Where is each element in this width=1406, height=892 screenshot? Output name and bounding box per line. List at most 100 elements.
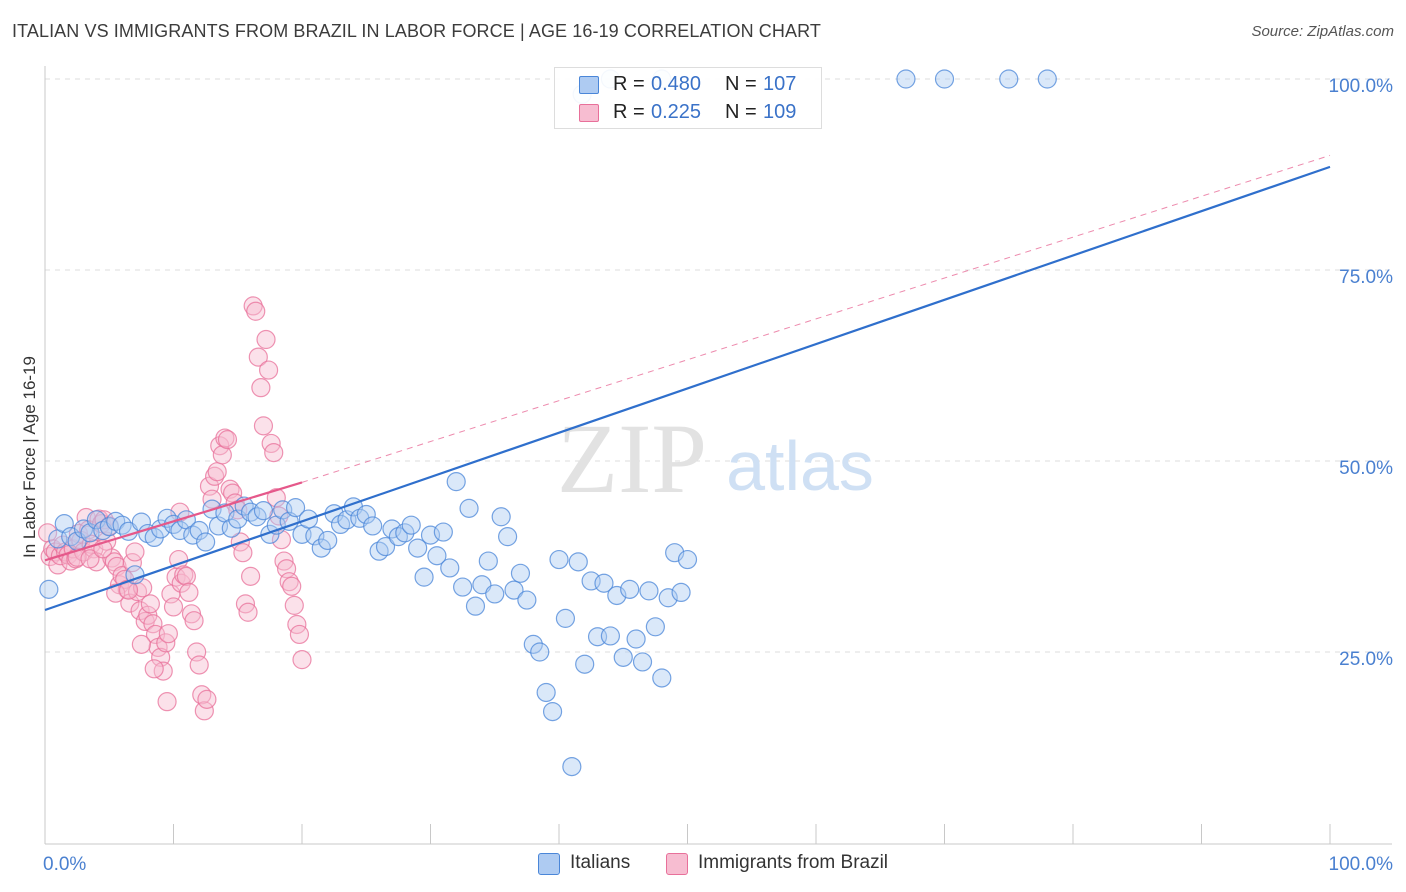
point-italians bbox=[562, 756, 582, 777]
point-italians bbox=[485, 584, 505, 604]
point-brazil bbox=[194, 701, 214, 721]
y-tick-label: 50.0% bbox=[1339, 458, 1393, 479]
point-italians bbox=[491, 507, 511, 527]
x-tick-label: 100.0% bbox=[1329, 854, 1394, 875]
y-tick-label: 100.0% bbox=[1329, 76, 1394, 97]
point-italians bbox=[536, 682, 556, 703]
point-brazil bbox=[233, 543, 253, 563]
point-italians bbox=[934, 69, 955, 89]
point-italians bbox=[652, 668, 672, 688]
point-italians bbox=[196, 532, 216, 552]
point-brazil bbox=[176, 566, 196, 586]
x-tick-label: 0.0% bbox=[43, 854, 86, 875]
point-italians bbox=[189, 520, 209, 541]
point-italians bbox=[510, 563, 531, 583]
watermark: ZIP atlas bbox=[557, 403, 874, 514]
point-brazil bbox=[131, 634, 151, 654]
series-brazil-points bbox=[37, 296, 312, 721]
legend-item-brazil[interactable]: Immigrants from Brazil bbox=[666, 852, 926, 878]
legend-swatch-italians bbox=[579, 76, 599, 94]
point-brazil bbox=[266, 488, 286, 508]
point-italians bbox=[433, 522, 453, 542]
point-italians bbox=[658, 588, 678, 608]
point-italians bbox=[401, 515, 421, 535]
point-italians bbox=[395, 523, 415, 543]
point-italians bbox=[39, 579, 59, 599]
point-italians bbox=[408, 538, 428, 558]
point-brazil bbox=[163, 597, 184, 617]
point-brazil bbox=[169, 549, 189, 570]
point-italians bbox=[549, 549, 569, 570]
point-italians bbox=[626, 629, 646, 649]
correlation-legend: R = 0.480 N = 107 R = 0.225 N = 109 bbox=[554, 67, 822, 129]
legend-n-value: 109 bbox=[763, 101, 797, 123]
point-italians bbox=[568, 552, 588, 572]
point-italians bbox=[356, 504, 376, 525]
point-italians bbox=[613, 647, 633, 667]
point-italians bbox=[639, 581, 659, 601]
point-italians bbox=[453, 577, 473, 597]
point-brazil bbox=[241, 566, 261, 586]
point-brazil bbox=[184, 611, 204, 631]
point-italians bbox=[517, 590, 537, 610]
point-brazil bbox=[264, 442, 284, 463]
point-italians bbox=[382, 519, 402, 539]
point-italians bbox=[170, 520, 190, 541]
point-brazil bbox=[284, 595, 304, 615]
trend-lines bbox=[44, 154, 1331, 612]
y-tick-label: 75.0% bbox=[1339, 267, 1393, 288]
point-italians bbox=[446, 472, 466, 492]
point-italians bbox=[440, 558, 460, 578]
chart-title: ITALIAN VS IMMIGRANTS FROM BRAZIL IN LAB… bbox=[12, 21, 821, 41]
point-italians bbox=[671, 582, 691, 603]
point-italians bbox=[600, 626, 621, 646]
chart-source: Source: ZipAtlas.com bbox=[1251, 23, 1394, 40]
trend-line-brazil bbox=[44, 481, 303, 562]
point-brazil bbox=[197, 689, 217, 709]
point-brazil bbox=[282, 576, 302, 596]
legend-r-label: R = bbox=[613, 101, 645, 123]
point-brazil bbox=[212, 445, 232, 465]
point-brazil bbox=[179, 582, 199, 603]
y-axis-title: In Labor Force | Age 16-19 bbox=[20, 356, 39, 558]
point-italians bbox=[1037, 69, 1057, 89]
point-italians bbox=[311, 538, 331, 558]
point-italians bbox=[375, 536, 396, 557]
legend-row-italians: R = 0.480 N = 107 bbox=[555, 73, 821, 99]
point-italians bbox=[414, 567, 434, 587]
point-brazil bbox=[207, 462, 227, 482]
point-brazil bbox=[246, 301, 266, 321]
legend-label-italians: Italians bbox=[570, 852, 631, 873]
legend-n-value: 107 bbox=[763, 73, 797, 95]
point-italians bbox=[305, 526, 325, 546]
legend-r-value: 0.480 bbox=[651, 73, 702, 95]
point-italians bbox=[523, 634, 543, 654]
legend-r-value: 0.225 bbox=[651, 101, 702, 123]
axis-layer bbox=[44, 66, 1392, 845]
point-brazil bbox=[292, 650, 312, 670]
legend-r-label: R = bbox=[613, 73, 645, 95]
point-italians bbox=[285, 498, 306, 518]
grid-layer bbox=[45, 78, 1392, 653]
point-italians bbox=[999, 69, 1019, 89]
legend-label-brazil: Immigrants from Brazil bbox=[698, 852, 889, 873]
point-brazil bbox=[243, 296, 263, 316]
legend-swatch-brazil bbox=[666, 853, 688, 875]
point-italians bbox=[555, 608, 576, 628]
point-brazil bbox=[80, 549, 100, 569]
point-brazil bbox=[271, 530, 292, 550]
point-brazil bbox=[144, 659, 164, 679]
point-italians bbox=[575, 654, 595, 674]
point-brazil bbox=[248, 347, 268, 367]
point-italians bbox=[530, 642, 550, 662]
point-brazil bbox=[238, 602, 258, 622]
point-brazil bbox=[217, 430, 238, 450]
point-brazil bbox=[256, 329, 276, 350]
legend-swatch-italians bbox=[538, 853, 560, 875]
trend-line-brazil-extension bbox=[301, 154, 1331, 483]
point-italians bbox=[427, 546, 447, 566]
legend-item-italians[interactable]: Italians bbox=[538, 852, 648, 878]
trend-line-italians bbox=[44, 165, 1331, 612]
point-brazil bbox=[140, 594, 160, 614]
